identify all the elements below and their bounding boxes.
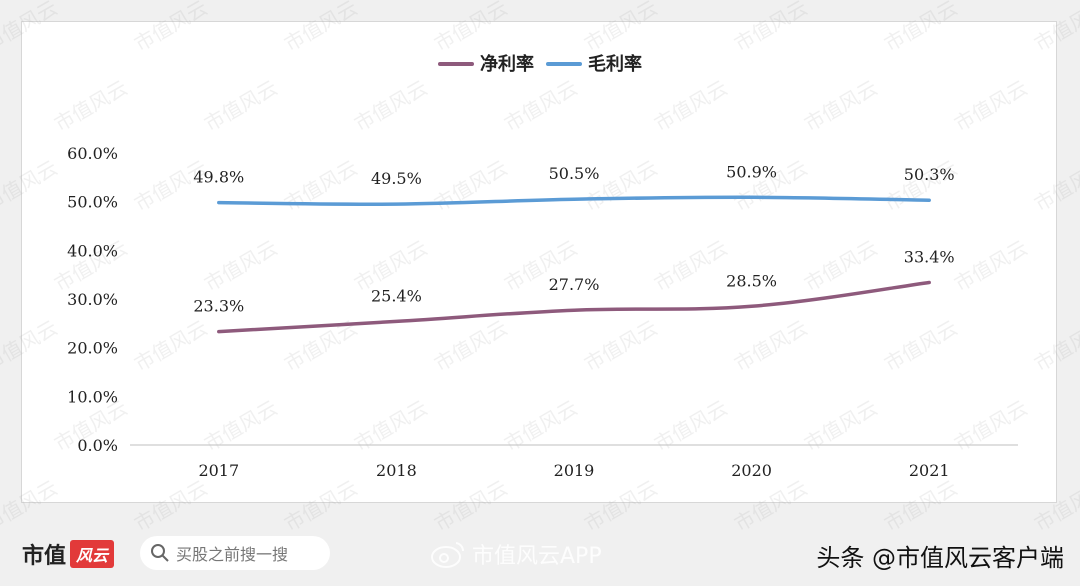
footer-bar: 市值 风云 买股之前搜一搜 市值风云APP 头条 @市值风云客户端 bbox=[0, 516, 1080, 586]
x-tick-label: 2020 bbox=[731, 461, 772, 480]
data-label: 50.9% bbox=[726, 162, 777, 181]
brand-logo[interactable]: 市值 风云 bbox=[22, 538, 115, 570]
data-label: 28.5% bbox=[726, 271, 777, 290]
y-tick-label: 60.0% bbox=[67, 144, 118, 163]
brand-name: 市值 bbox=[22, 544, 67, 569]
y-tick-label: 0.0% bbox=[77, 436, 118, 455]
x-tick-label: 2019 bbox=[554, 461, 595, 480]
y-tick-label: 40.0% bbox=[67, 241, 118, 260]
data-label: 33.4% bbox=[904, 247, 955, 266]
series-line-2 bbox=[217, 195, 931, 206]
data-label: 23.3% bbox=[193, 297, 244, 316]
data-label: 50.5% bbox=[549, 164, 600, 183]
weibo-icon bbox=[431, 542, 465, 568]
legend-label: 毛利率 bbox=[588, 53, 642, 75]
chart-card bbox=[21, 21, 1057, 503]
y-tick-label: 10.0% bbox=[67, 387, 118, 406]
data-label: 50.3% bbox=[904, 165, 955, 184]
data-label: 25.4% bbox=[371, 286, 422, 305]
weibo-label: 市值风云APP bbox=[472, 544, 602, 569]
legend-label: 净利率 bbox=[480, 53, 534, 75]
x-tick-label: 2017 bbox=[198, 461, 239, 480]
y-tick-label: 30.0% bbox=[67, 290, 118, 309]
series-line-1 bbox=[217, 280, 931, 334]
y-tick-label: 50.0% bbox=[67, 193, 118, 212]
search-placeholder: 买股之前搜一搜 bbox=[176, 545, 289, 564]
x-tick-label: 2018 bbox=[376, 461, 417, 480]
data-label: 27.7% bbox=[549, 275, 600, 294]
credit-text: 头条 @市值风云客户端 bbox=[816, 544, 1064, 572]
search-icon bbox=[151, 544, 169, 562]
data-label: 49.8% bbox=[193, 168, 244, 187]
brand-logo-mark: 风云 bbox=[70, 540, 115, 568]
data-label: 49.5% bbox=[371, 169, 422, 188]
y-tick-label: 20.0% bbox=[67, 339, 118, 358]
x-tick-label: 2021 bbox=[909, 461, 950, 480]
search-box[interactable]: 买股之前搜一搜 bbox=[140, 536, 330, 570]
weibo-watermark: 市值风云APP bbox=[430, 538, 602, 570]
